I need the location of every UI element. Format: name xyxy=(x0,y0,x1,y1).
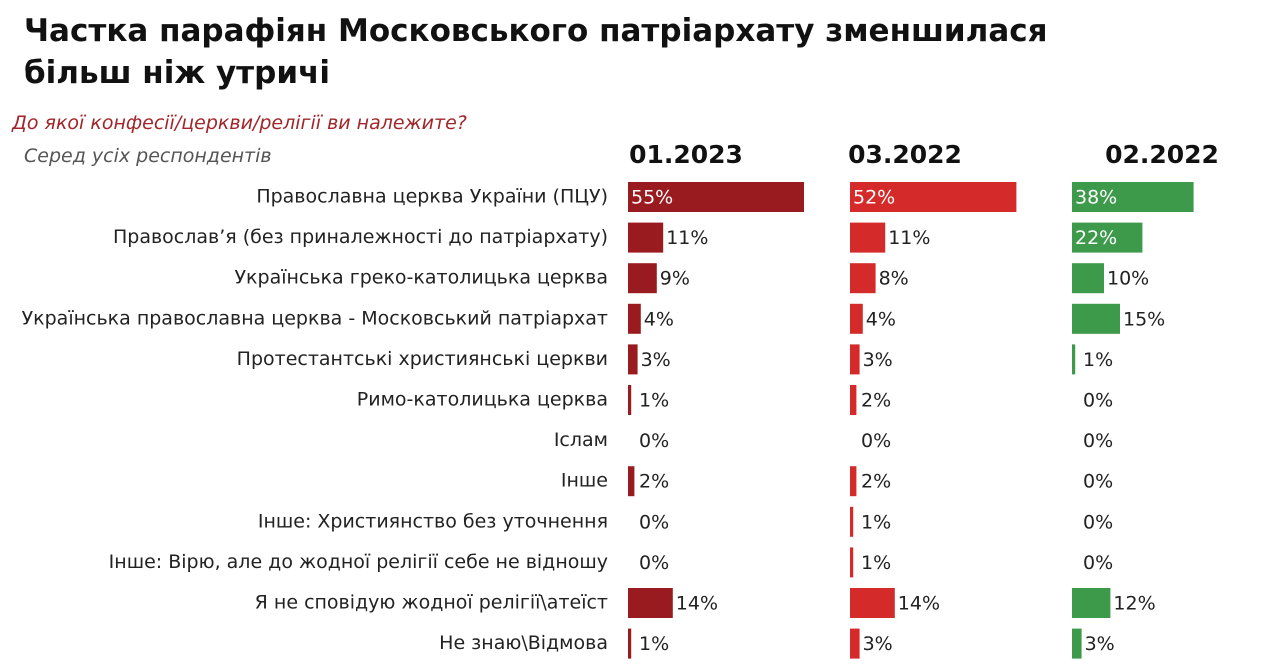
value-label: 3% xyxy=(641,349,671,371)
bar xyxy=(628,628,632,659)
value-label: 2% xyxy=(861,471,891,493)
bar xyxy=(1072,263,1104,294)
value-label: 3% xyxy=(1085,633,1115,655)
bar xyxy=(850,182,1017,212)
chart-subtitle: До якої конфесії/церкви/релігії ви належ… xyxy=(12,112,467,134)
category-label: Я не сповідую жодної релігії\атеїст xyxy=(255,592,608,614)
bar xyxy=(1072,222,1143,253)
value-label: 2% xyxy=(639,471,669,493)
category-label: Римо-католицька церква xyxy=(357,389,608,411)
category-label: Інше xyxy=(561,470,608,492)
category-label: Не знаю\Відмова xyxy=(439,632,608,654)
value-label: 14% xyxy=(898,593,940,615)
value-label: 0% xyxy=(639,552,669,574)
value-label: 0% xyxy=(1083,552,1113,574)
value-label: 2% xyxy=(861,390,891,412)
value-label: 4% xyxy=(866,308,896,330)
bar xyxy=(628,182,804,212)
value-label: 14% xyxy=(676,593,718,615)
value-label: 1% xyxy=(861,552,891,574)
value-label: 55% xyxy=(631,187,673,209)
bar xyxy=(1072,344,1076,375)
category-label: Іслам xyxy=(554,429,608,451)
chart-note: Серед усіх респондентів xyxy=(24,145,272,167)
bar xyxy=(628,222,664,253)
value-label: 10% xyxy=(1107,268,1149,290)
category-label: Інше: Вірю, але до жодної релігії себе н… xyxy=(109,551,608,573)
value-label: 1% xyxy=(639,390,669,412)
value-label: 38% xyxy=(1075,187,1117,209)
bar xyxy=(1072,628,1082,659)
value-label: 0% xyxy=(1083,390,1113,412)
bar xyxy=(628,344,638,375)
bar xyxy=(850,547,854,578)
value-label: 3% xyxy=(863,349,893,371)
bar xyxy=(850,466,857,497)
bar xyxy=(628,385,632,415)
series-header: 03.2022 xyxy=(848,140,962,169)
category-label: Протестантські християнські церкви xyxy=(237,348,608,370)
category-label: Українська православна церква - Московсь… xyxy=(22,307,608,329)
value-label: 15% xyxy=(1123,308,1165,330)
value-label: 0% xyxy=(1083,430,1113,452)
bar xyxy=(628,466,635,497)
category-label: Інше: Християнство без уточнення xyxy=(258,510,608,532)
bar xyxy=(628,303,641,334)
series-header: 02.2022 xyxy=(1105,140,1219,169)
value-label: 0% xyxy=(639,511,669,533)
category-label: Українська греко-католицька церква xyxy=(234,267,608,289)
value-label: 1% xyxy=(1083,349,1113,371)
bar xyxy=(850,344,860,375)
value-label: 1% xyxy=(639,633,669,655)
bar xyxy=(850,628,860,659)
bar xyxy=(850,222,886,253)
value-label: 11% xyxy=(666,227,708,249)
value-label: 0% xyxy=(1083,511,1113,533)
bar xyxy=(850,385,857,415)
value-label: 12% xyxy=(1113,593,1155,615)
bar xyxy=(1072,303,1120,334)
bar xyxy=(850,506,854,537)
chart-title: Частка парафіян Московського патріархату… xyxy=(24,13,1048,91)
bar xyxy=(1072,182,1194,212)
bar xyxy=(628,263,657,294)
value-label: 1% xyxy=(861,511,891,533)
value-label: 0% xyxy=(861,430,891,452)
category-label: Православна церква України (ПЦУ) xyxy=(256,186,608,208)
value-label: 8% xyxy=(879,268,909,290)
category-label: Православ’я (без приналежності до патріа… xyxy=(113,226,608,248)
value-label: 22% xyxy=(1075,227,1117,249)
bar xyxy=(850,588,895,618)
value-label: 4% xyxy=(644,308,674,330)
bar xyxy=(628,588,673,618)
value-label: 3% xyxy=(863,633,893,655)
bar xyxy=(1072,588,1111,618)
value-label: 0% xyxy=(639,430,669,452)
bar xyxy=(850,303,863,334)
series-header: 01.2023 xyxy=(629,140,743,169)
value-label: 52% xyxy=(853,187,895,209)
value-label: 9% xyxy=(660,268,690,290)
value-label: 11% xyxy=(888,227,930,249)
bar xyxy=(850,263,876,294)
value-label: 0% xyxy=(1083,471,1113,493)
